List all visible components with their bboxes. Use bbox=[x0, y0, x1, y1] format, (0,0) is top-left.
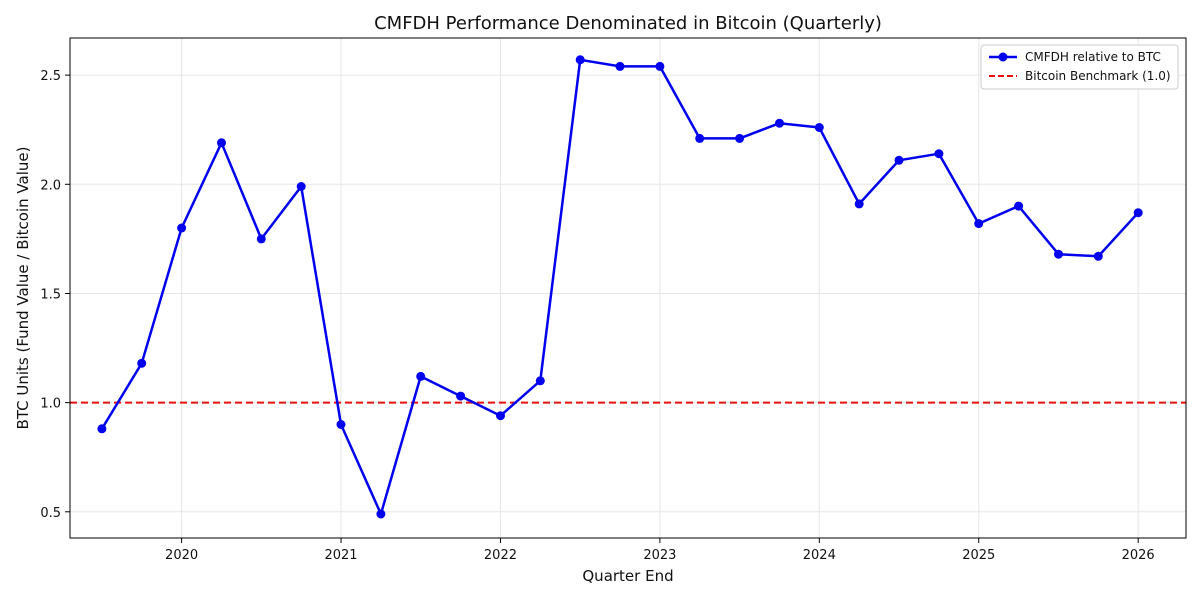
data-point bbox=[615, 61, 625, 71]
data-point bbox=[416, 371, 426, 381]
grid-lines bbox=[70, 38, 1186, 538]
data-point bbox=[376, 509, 386, 519]
x-tick-label: 2020 bbox=[165, 548, 198, 563]
y-axis-label: BTC Units (Fund Value / Bitcoin Value) bbox=[14, 147, 32, 430]
y-tick-label: 2.5 bbox=[40, 69, 61, 84]
x-tick-label: 2024 bbox=[803, 548, 836, 563]
y-tick-label: 2.0 bbox=[40, 178, 61, 193]
data-point bbox=[854, 199, 864, 209]
data-point bbox=[456, 391, 466, 401]
data-point bbox=[814, 123, 824, 132]
legend-label-benchmark: Bitcoin Benchmark (1.0) bbox=[1025, 69, 1171, 83]
data-point bbox=[655, 61, 665, 71]
data-point bbox=[535, 376, 545, 386]
data-series bbox=[97, 55, 1143, 519]
data-point bbox=[934, 149, 944, 159]
x-tick-label: 2021 bbox=[324, 548, 357, 563]
x-tick-label: 2026 bbox=[1122, 548, 1155, 563]
data-point bbox=[137, 358, 147, 368]
data-point bbox=[775, 118, 784, 128]
data-point bbox=[1054, 249, 1063, 259]
data-point bbox=[296, 182, 306, 191]
data-point bbox=[575, 55, 585, 65]
data-point bbox=[336, 420, 346, 429]
data-point bbox=[1014, 201, 1024, 211]
chart-title: CMFDH Performance Denominated in Bitcoin… bbox=[374, 13, 882, 34]
data-point bbox=[256, 234, 266, 244]
data-point bbox=[1133, 208, 1143, 218]
x-tick-label: 2025 bbox=[962, 548, 995, 563]
data-point bbox=[695, 133, 705, 143]
x-tick-label: 2023 bbox=[643, 548, 676, 563]
legend-box bbox=[980, 44, 1179, 90]
x-axis-label: Quarter End bbox=[582, 567, 673, 585]
plot-area-frame bbox=[69, 37, 1187, 539]
x-tick-label: 2022 bbox=[484, 548, 517, 563]
data-point bbox=[735, 133, 745, 143]
legend-swatch-marker bbox=[998, 52, 1008, 62]
y-tick-label: 1.5 bbox=[40, 287, 61, 302]
data-point bbox=[496, 411, 505, 421]
legend-label-series: CMFDH relative to BTC bbox=[1025, 50, 1161, 64]
series-line bbox=[100, 58, 1140, 516]
data-point bbox=[217, 138, 226, 148]
data-point bbox=[974, 219, 984, 229]
data-point bbox=[1093, 251, 1103, 261]
y-tick-label: 0.5 bbox=[40, 506, 61, 521]
data-point bbox=[894, 155, 904, 165]
y-tick-label: 1.0 bbox=[40, 397, 61, 412]
data-point bbox=[97, 424, 107, 434]
data-point bbox=[177, 223, 187, 233]
legend: CMFDH relative to BTC Bitcoin Benchmark (… bbox=[980, 44, 1179, 90]
axis-ticks: 2020 2021 2022 2023 2024 2025 2026 0.5 1.0 1.5 2.0… bbox=[40, 69, 1154, 563]
